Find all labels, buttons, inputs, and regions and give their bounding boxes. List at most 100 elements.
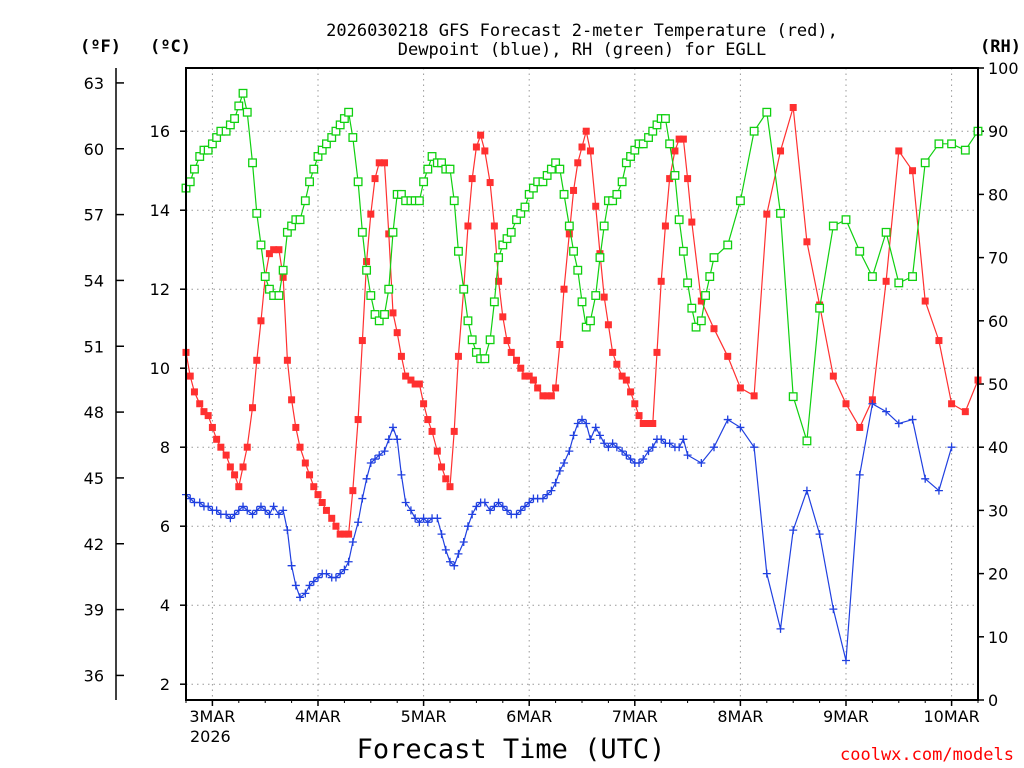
- rh-point: [453, 246, 463, 256]
- rh-point: [230, 114, 240, 124]
- rh-point: [344, 107, 354, 117]
- rh-point: [802, 436, 812, 446]
- rh-point: [353, 177, 363, 187]
- rh-point: [735, 196, 745, 206]
- x-tick-label: 6MAR: [506, 707, 552, 726]
- rh-axis: 0 10 20 30 40 50 60 70 80 90 100: [978, 59, 1019, 710]
- rh-point: [577, 297, 587, 307]
- temperature-point: [213, 435, 221, 443]
- dewpoint-point: [468, 510, 477, 519]
- temperature-point: [322, 506, 330, 514]
- rh-point: [660, 114, 670, 124]
- temperature-point: [671, 147, 679, 155]
- dewpoint-point: [882, 407, 891, 416]
- temperature-point: [472, 143, 480, 151]
- rh-unit-label: (RH): [980, 37, 1021, 57]
- c-tick-label: 10: [150, 359, 170, 378]
- rh-point: [414, 196, 424, 206]
- temperature-point: [635, 412, 643, 420]
- temperature-point: [358, 337, 366, 345]
- rh-point: [599, 221, 609, 231]
- temperature-point: [777, 147, 785, 155]
- rh-point: [445, 164, 455, 174]
- f-tick-label: 60: [84, 140, 104, 159]
- rh-point: [670, 170, 680, 180]
- temperature-point: [513, 356, 521, 364]
- rh-point: [274, 291, 284, 300]
- rh-point: [485, 335, 495, 345]
- dewpoint-point: [802, 486, 811, 495]
- temperature-point: [296, 443, 304, 451]
- dewpoint-point: [679, 435, 688, 444]
- temperature-point: [446, 483, 454, 491]
- dewpoint-point: [648, 443, 657, 452]
- temperature-point: [961, 408, 969, 416]
- temperature-point: [895, 147, 903, 155]
- rh-point: [894, 278, 904, 288]
- dewpoint-point: [401, 498, 410, 507]
- dewpoint-point: [269, 502, 278, 511]
- dewpoint-point: [463, 522, 472, 531]
- dewpoint-point: [560, 459, 569, 467]
- temperature-point: [397, 352, 405, 360]
- temperature-point: [433, 447, 441, 455]
- rh-point: [348, 133, 358, 142]
- dewpoint-point: [723, 415, 732, 424]
- x-tick-label: 10MAR: [923, 707, 979, 726]
- x-tick-label: 4MAR: [295, 707, 341, 726]
- temperature-point: [604, 321, 612, 329]
- dewpoint-point: [498, 502, 507, 511]
- rh-tick-label: 20: [988, 565, 1008, 584]
- temperature-point: [393, 329, 401, 337]
- c-tick-label: 6: [160, 517, 170, 536]
- dewpoint-point: [618, 447, 627, 456]
- temperature-point: [231, 471, 239, 479]
- temperature-point: [710, 325, 718, 333]
- credit-text: coolwx.com/models: [840, 745, 1014, 765]
- x-year-label: 2026: [190, 727, 231, 746]
- dewpoint-point: [344, 557, 353, 566]
- temperature-point: [582, 127, 590, 135]
- temperature-point: [534, 384, 542, 392]
- temperature-point: [600, 293, 608, 301]
- x-tick-label: 8MAR: [717, 707, 763, 726]
- temperature-point: [292, 423, 300, 431]
- dewpoint-point: [612, 443, 621, 452]
- dewpoint-point: [331, 573, 340, 582]
- f-tick-label: 57: [84, 206, 104, 225]
- rh-point: [555, 164, 565, 174]
- temperature-point: [354, 416, 362, 424]
- dewpoint-point: [829, 605, 838, 614]
- dewpoint-point: [644, 447, 653, 456]
- temperature-point: [763, 210, 771, 218]
- c-tick-label: 14: [150, 201, 170, 220]
- temperature-point: [367, 210, 375, 218]
- dewpoint-point: [243, 506, 252, 515]
- rh-point: [467, 335, 477, 345]
- dewpoint-point: [309, 577, 318, 586]
- dewpoint-point: [212, 506, 221, 515]
- temperature-point: [402, 372, 410, 380]
- time-axis: 3MAR 4MAR 5MAR 6MAR 7MAR 8MAR 9MAR 10MAR: [185, 700, 980, 726]
- temperature-point: [789, 104, 797, 111]
- rh-point: [867, 272, 877, 282]
- temperature-point: [208, 423, 216, 431]
- temperature-point: [556, 341, 564, 348]
- dewpoint-point: [186, 494, 195, 503]
- f-tick-label: 39: [84, 601, 104, 620]
- dewpoint-point: [635, 459, 644, 467]
- dewpoint-point: [336, 569, 345, 578]
- dewpoint-point: [393, 435, 402, 444]
- rh-point: [185, 177, 195, 187]
- rh-point: [665, 139, 675, 149]
- dewpoint-point: [354, 518, 363, 527]
- temperature-point: [270, 246, 278, 254]
- f-tick-label: 51: [84, 337, 104, 356]
- temperature-point: [547, 392, 555, 400]
- rh-point: [480, 354, 490, 364]
- temperature-point: [948, 400, 956, 408]
- rh-point: [384, 284, 394, 294]
- dewpoint-point: [437, 530, 446, 539]
- temperature-point: [486, 179, 494, 187]
- dewpoint-point: [789, 526, 798, 535]
